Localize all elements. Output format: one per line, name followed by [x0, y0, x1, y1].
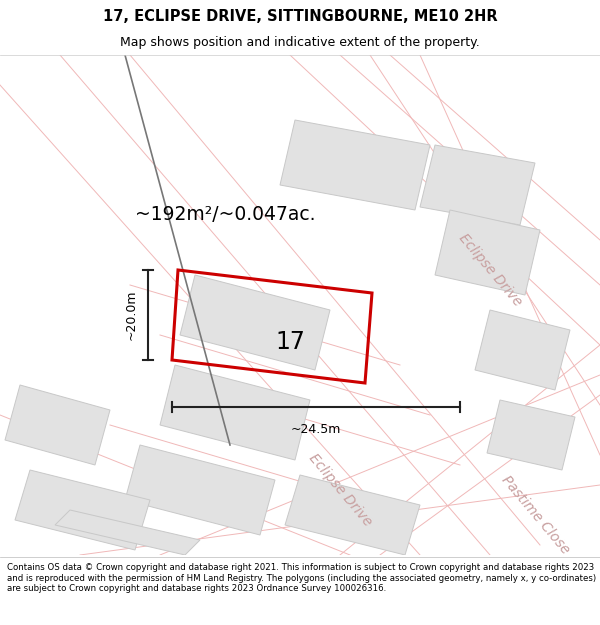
Text: ~24.5m: ~24.5m: [291, 423, 341, 436]
Text: 17, ECLIPSE DRIVE, SITTINGBOURNE, ME10 2HR: 17, ECLIPSE DRIVE, SITTINGBOURNE, ME10 2…: [103, 9, 497, 24]
Polygon shape: [180, 275, 330, 370]
Text: ~20.0m: ~20.0m: [125, 290, 138, 340]
Polygon shape: [55, 510, 200, 555]
Text: ~192m²/~0.047ac.: ~192m²/~0.047ac.: [135, 206, 315, 224]
Text: Contains OS data © Crown copyright and database right 2021. This information is : Contains OS data © Crown copyright and d…: [7, 563, 596, 593]
Polygon shape: [475, 310, 570, 390]
Polygon shape: [125, 445, 275, 535]
Polygon shape: [285, 475, 420, 555]
Polygon shape: [160, 365, 310, 460]
Polygon shape: [487, 400, 575, 470]
Text: Map shows position and indicative extent of the property.: Map shows position and indicative extent…: [120, 36, 480, 49]
Polygon shape: [280, 120, 430, 210]
Text: Eclipse Drive: Eclipse Drive: [306, 451, 374, 529]
Text: Pastime Close: Pastime Close: [498, 473, 572, 557]
Polygon shape: [5, 385, 110, 465]
Text: 17: 17: [275, 330, 305, 354]
Polygon shape: [420, 145, 535, 225]
Polygon shape: [435, 210, 540, 295]
Polygon shape: [15, 470, 150, 550]
Text: Eclipse Drive: Eclipse Drive: [456, 231, 524, 309]
